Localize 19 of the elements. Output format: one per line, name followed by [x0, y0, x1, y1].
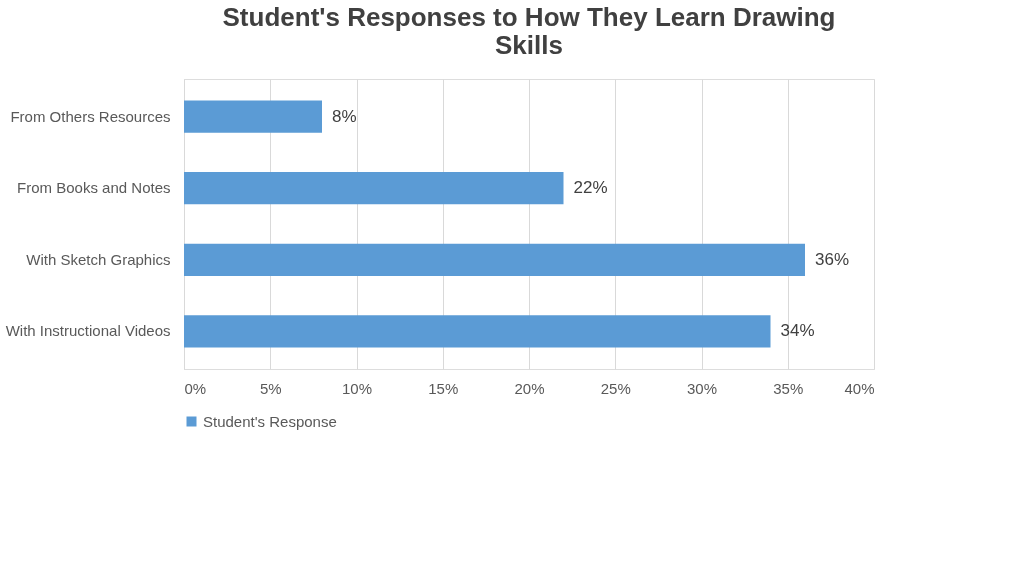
x-tick-label: 40% — [844, 379, 875, 397]
x-tick-label: 20% — [514, 379, 545, 397]
y-tick-label: With Instructional Videos — [5, 322, 171, 340]
x-tick-label: 25% — [600, 379, 631, 397]
x-tick-label: 0% — [184, 379, 207, 397]
data-label: 36% — [815, 249, 850, 269]
x-tick-label: 15% — [428, 379, 459, 397]
y-tick-label: From Others Resources — [10, 107, 171, 125]
x-tick-label: 10% — [341, 379, 373, 397]
x-tick-label: 30% — [686, 379, 718, 397]
legend-label: Student's Response — [203, 412, 337, 430]
chart-title: Student's Responses to How They Learn Drawing Skills — [222, 2, 836, 60]
data-label: 8% — [332, 106, 357, 126]
data-label: 22% — [573, 178, 608, 198]
x-tick-label: 5% — [259, 379, 282, 397]
data-label: 34% — [780, 321, 815, 341]
y-tick-label: From Books and Notes — [17, 179, 171, 197]
y-tick-label: With Sketch Graphics — [26, 250, 171, 268]
x-tick-label: 35% — [773, 379, 804, 397]
